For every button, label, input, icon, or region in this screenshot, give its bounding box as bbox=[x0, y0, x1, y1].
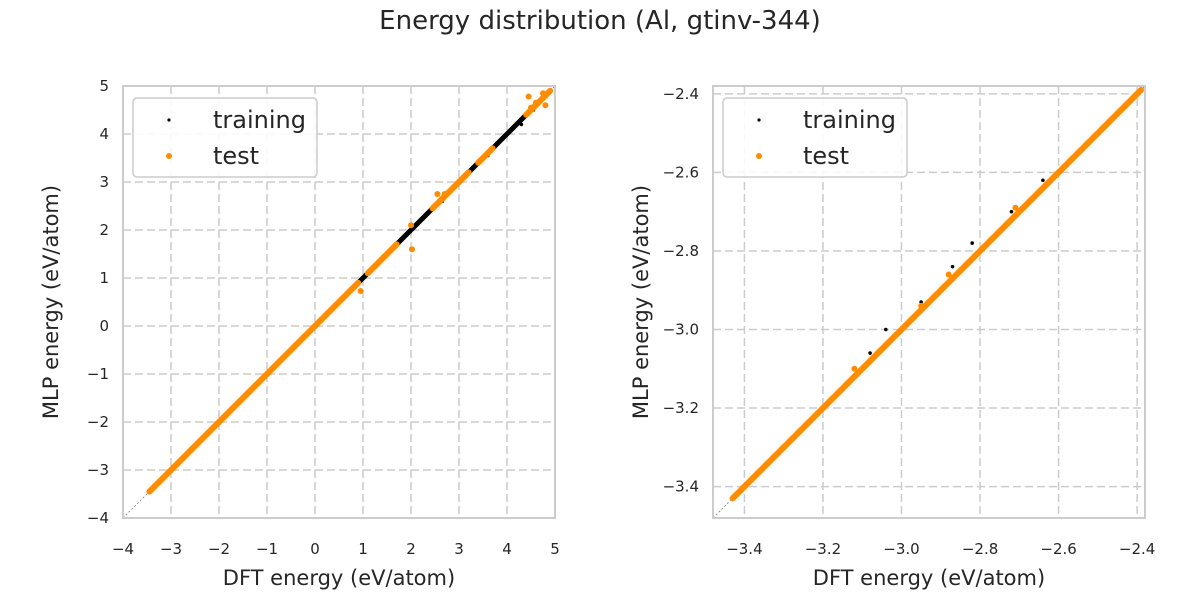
x-axis-label: DFT energy (eV/atom) bbox=[223, 566, 455, 590]
test-dense-points bbox=[475, 145, 496, 166]
y-tick-label: −3.2 bbox=[663, 399, 699, 417]
training-point bbox=[519, 122, 524, 127]
test-point bbox=[532, 99, 539, 106]
y-tick-label: −4 bbox=[87, 509, 109, 527]
x-tick-label: −1 bbox=[256, 540, 278, 558]
right-scatter-panel: −3.4 −3.2 −3.0 −2.8 −2.6 −2.4 −3.4 −3.2 −3.0 −2.8… bbox=[629, 85, 1155, 590]
training-point bbox=[868, 351, 872, 355]
test-point bbox=[945, 271, 952, 278]
left-scatter-panel: −4 −3 −2 −1 0 1 2 3 4 5 −4 −3 −2 −1 0 1 2 3 4 5 DFT energy (… bbox=[39, 77, 560, 590]
test-legend-label: test bbox=[213, 142, 259, 170]
y-tick-label: −3 bbox=[87, 461, 109, 479]
x-tick-label: −4 bbox=[112, 540, 134, 558]
training-legend-label: training bbox=[803, 106, 896, 134]
y-tick-label: −2.6 bbox=[663, 163, 699, 181]
x-axis-label: DFT energy (eV/atom) bbox=[813, 566, 1045, 590]
test-point bbox=[408, 246, 415, 253]
training-point bbox=[919, 300, 923, 304]
x-tick-label: 2 bbox=[406, 540, 416, 558]
test-point bbox=[441, 191, 448, 197]
x-tick-label: 4 bbox=[502, 540, 512, 558]
legend-box bbox=[722, 97, 908, 178]
legend-box bbox=[132, 97, 318, 178]
test-point bbox=[851, 365, 858, 372]
training-legend-marker bbox=[167, 118, 171, 122]
x-tick-label: −3.0 bbox=[883, 540, 919, 558]
test-point bbox=[918, 302, 925, 309]
y-tick-label: 5 bbox=[99, 77, 109, 95]
y-tick-label: −2.8 bbox=[663, 242, 699, 260]
test-point bbox=[408, 222, 414, 229]
test-point bbox=[540, 90, 546, 97]
test-legend-marker bbox=[166, 153, 172, 159]
test-point bbox=[434, 191, 441, 197]
training-legend-marker bbox=[757, 118, 761, 122]
test-point bbox=[1012, 204, 1019, 211]
training-point bbox=[950, 264, 955, 269]
test-point bbox=[525, 93, 532, 100]
x-tick-label: 5 bbox=[550, 540, 560, 558]
training-point bbox=[1041, 178, 1045, 183]
y-tick-label: 4 bbox=[99, 125, 109, 143]
page-title: Energy distribution (Al, gtinv-344) bbox=[379, 6, 821, 36]
training-point bbox=[970, 241, 974, 245]
test-point bbox=[528, 104, 534, 111]
plot-frame bbox=[122, 85, 556, 519]
test-dense-points bbox=[729, 86, 1145, 502]
training-point bbox=[409, 227, 413, 231]
test-dense-points bbox=[429, 169, 472, 212]
y-tick-label: −1 bbox=[87, 365, 109, 383]
x-tick-label: −2.6 bbox=[1040, 540, 1076, 558]
y-tick-label: 2 bbox=[99, 221, 109, 239]
x-tick-label: −3 bbox=[160, 540, 182, 558]
x-tick-label: 3 bbox=[454, 540, 464, 558]
y-tick-label: −3.4 bbox=[663, 478, 699, 496]
test-point bbox=[357, 287, 364, 294]
training-point bbox=[1009, 209, 1014, 214]
y-tick-label: 3 bbox=[99, 173, 109, 191]
training-point bbox=[884, 327, 888, 332]
y-axis-label: MLP energy (eV/atom) bbox=[39, 185, 63, 419]
y-axis-label: MLP energy (eV/atom) bbox=[629, 185, 653, 419]
test-legend-label: test bbox=[803, 142, 849, 170]
x-tick-label: −3.2 bbox=[805, 540, 841, 558]
x-tick-label: 1 bbox=[358, 540, 368, 558]
y-tick-label: −2 bbox=[87, 413, 109, 431]
training-legend-label: training bbox=[213, 106, 306, 134]
plot-frame bbox=[712, 85, 1146, 519]
test-dense-points bbox=[364, 241, 400, 277]
y-tick-label: 0 bbox=[99, 317, 109, 335]
x-tick-label: −2.4 bbox=[1119, 540, 1155, 558]
test-point bbox=[542, 102, 549, 109]
x-tick-label: −2 bbox=[208, 540, 230, 558]
x-tick-label: 0 bbox=[310, 540, 320, 558]
x-tick-label: −3.4 bbox=[726, 540, 762, 558]
y-tick-label: −3.0 bbox=[663, 320, 699, 338]
y-tick-label: −2.4 bbox=[663, 85, 699, 103]
x-tick-label: −2.8 bbox=[962, 540, 998, 558]
test-dense-points bbox=[146, 279, 362, 495]
y-tick-label: 1 bbox=[99, 269, 109, 287]
test-legend-marker bbox=[756, 153, 762, 159]
